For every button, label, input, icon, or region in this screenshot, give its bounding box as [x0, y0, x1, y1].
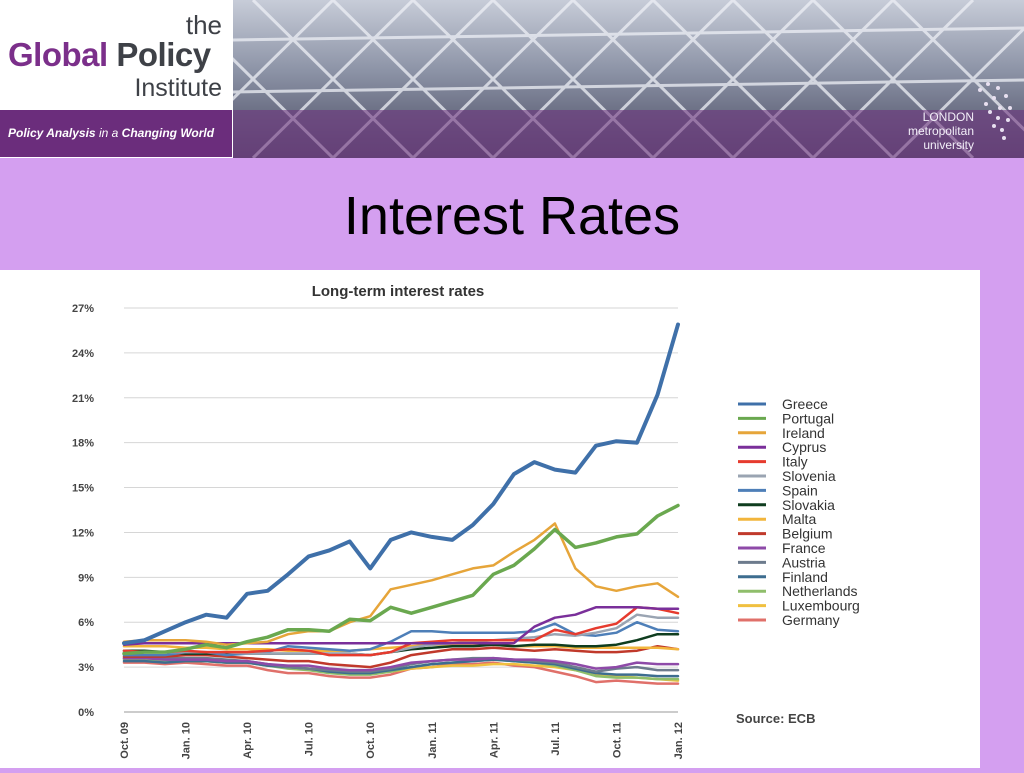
y-tick-label: 3%: [78, 662, 94, 674]
legend-label-malta: Malta: [782, 511, 816, 527]
legend-label-belgium: Belgium: [782, 526, 833, 542]
logo-global: Global: [8, 36, 108, 73]
x-tick-label: Oct. 11: [611, 722, 623, 758]
x-tick-label: Apr. 10: [242, 722, 254, 759]
y-tick-label: 9%: [78, 572, 94, 584]
chart-source: Source: ECB: [736, 711, 815, 726]
logo-policy: Policy: [116, 36, 211, 73]
series-line-greece: [122, 322, 680, 646]
series-line-finland: [122, 658, 680, 678]
series-line-italy: [122, 606, 680, 657]
y-tick-label: 12%: [72, 527, 94, 539]
x-tick-label: Jul. 10: [304, 722, 316, 756]
x-tick-label: Jul. 11: [550, 722, 562, 756]
legend-label-luxembourg: Luxembourg: [782, 598, 860, 614]
legend-label-slovenia: Slovenia: [782, 468, 836, 484]
tagline-bar: Policy Analysis in a Changing World: [0, 110, 232, 157]
x-tick-label: Jan. 11: [427, 722, 439, 759]
legend-label-cyprus: Cyprus: [782, 439, 826, 455]
global-policy-institute-logo: the Global Policy Institute: [0, 0, 232, 110]
x-tick-label: Oct. 10: [365, 722, 377, 759]
legend-label-finland: Finland: [782, 569, 828, 585]
x-tick-label: Jan. 10: [181, 722, 193, 759]
lmu-line-3: university: [923, 138, 974, 152]
y-tick-label: 18%: [72, 438, 94, 450]
building-lattice: [233, 0, 1024, 158]
y-tick-label: 24%: [72, 348, 94, 360]
series-line-germany: [122, 661, 680, 685]
logo-institute: Institute: [134, 74, 222, 102]
tagline: Policy Analysis in a Changing World: [8, 126, 214, 140]
x-tick-label: Jan. 12: [673, 722, 685, 759]
tagline-in-a: in a: [98, 126, 119, 140]
legend-label-portugal: Portugal: [782, 410, 834, 426]
legend-label-ireland: Ireland: [782, 425, 825, 441]
series-line-france: [122, 656, 680, 672]
lmu-line-1: LONDON: [922, 110, 974, 124]
legend-label-italy: Italy: [782, 454, 808, 470]
chart-title: Long-term interest rates: [312, 283, 485, 300]
legend-label-germany: Germany: [782, 612, 840, 628]
y-tick-label: 27%: [72, 303, 94, 315]
logo-global-policy: Global Policy: [8, 36, 211, 74]
lmu-logo: LONDON metropolitan university: [908, 110, 974, 152]
y-tick-label: 15%: [72, 483, 94, 495]
y-tick-label: 21%: [72, 393, 94, 405]
y-tick-label: 0%: [78, 707, 94, 719]
y-tick-label: 6%: [78, 617, 94, 629]
chart-panel: Long-term interest rates 0% 3% 6% 9% 12% 15% 1…: [0, 270, 980, 768]
series-line-portugal: [122, 503, 680, 656]
series-line-austria: [122, 656, 680, 673]
x-tick-label: Apr. 11: [488, 722, 500, 758]
legend-label-france: France: [782, 540, 826, 556]
x-tick-label: Oct. 09: [119, 722, 131, 759]
lmu-dots-icon: [978, 82, 1012, 140]
lmu-line-2: metropolitan: [907, 124, 974, 138]
legend-label-austria: Austria: [782, 554, 826, 570]
slide-title: Interest Rates: [343, 186, 681, 246]
tagline-policy-analysis: Policy Analysis: [8, 126, 96, 140]
series-line-belgium: [122, 644, 680, 669]
logo-the: the: [185, 10, 222, 40]
long-term-interest-rates-chart: Long-term interest rates 0% 3% 6% 9% 12% 15% 1…: [72, 283, 860, 759]
header-banner: the Global Policy Institute Policy Analy…: [0, 0, 1024, 158]
legend-label-slovakia: Slovakia: [782, 497, 835, 513]
legend-label-spain: Spain: [782, 482, 818, 498]
legend-label-netherlands: Netherlands: [782, 583, 858, 599]
tagline-changing-world: Changing World: [121, 126, 215, 140]
series-line-ireland: [122, 522, 680, 646]
building-photo: LONDON metropolitan university: [233, 0, 1024, 158]
legend-label-greece: Greece: [782, 396, 828, 412]
